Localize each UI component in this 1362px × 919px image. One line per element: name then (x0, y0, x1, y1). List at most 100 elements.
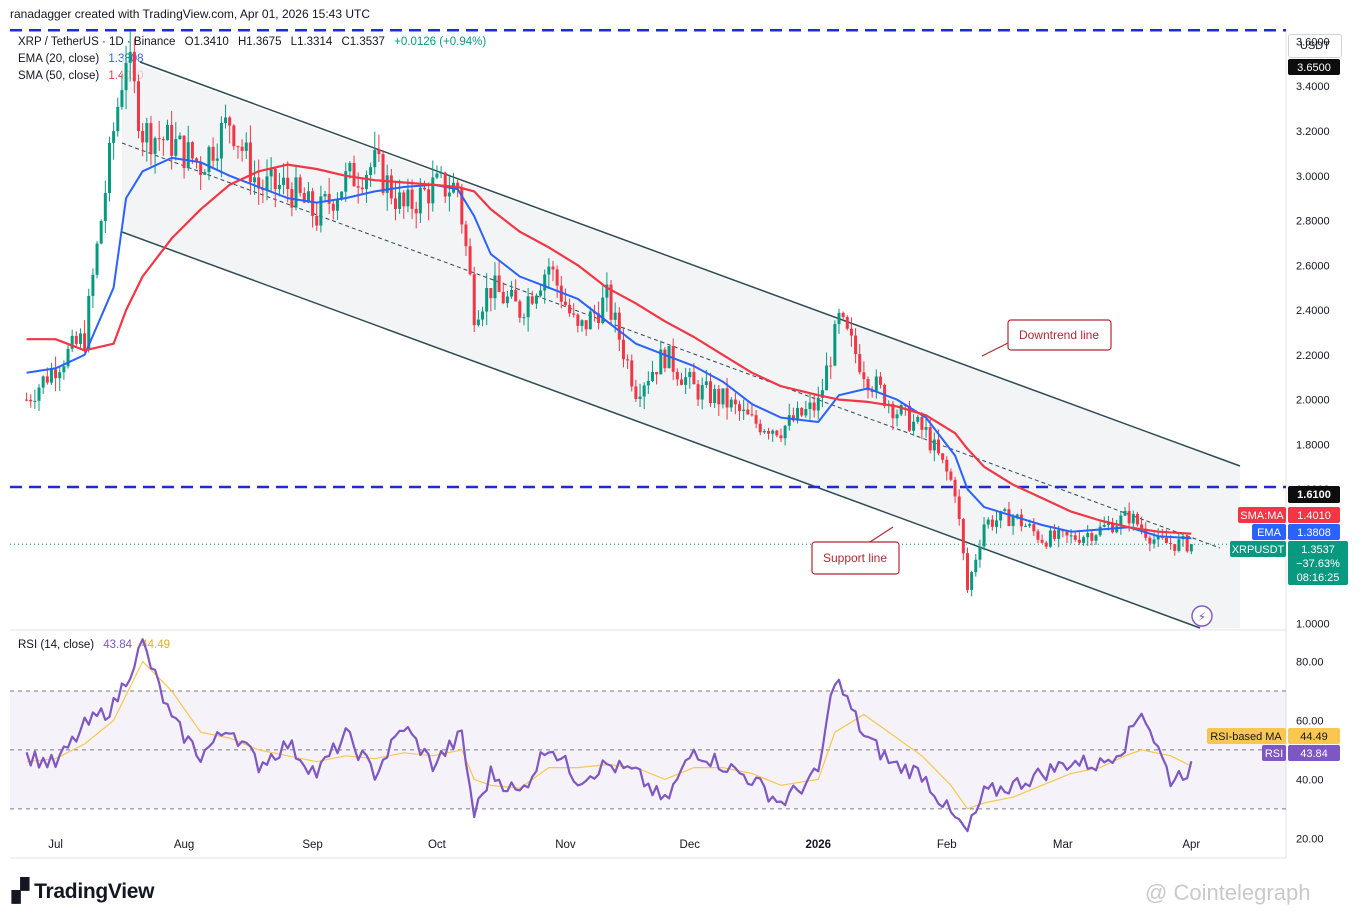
candle-body[interactable] (161, 139, 165, 141)
currency-selector[interactable]: USDT (1288, 34, 1342, 58)
candle-body[interactable] (1048, 530, 1052, 547)
candle-body[interactable] (597, 313, 601, 324)
candle-body[interactable] (377, 149, 381, 155)
candle-body[interactable] (1152, 539, 1156, 544)
candle-body[interactable] (360, 187, 364, 190)
candle-body[interactable] (456, 182, 460, 189)
candle-body[interactable] (120, 90, 124, 107)
candle-body[interactable] (1127, 510, 1131, 524)
candle-body[interactable] (1086, 533, 1090, 538)
candle-body[interactable] (738, 404, 742, 411)
candle-body[interactable] (928, 427, 932, 451)
candle-body[interactable] (1131, 513, 1135, 524)
candle-body[interactable] (476, 319, 480, 326)
candle-body[interactable] (924, 427, 928, 430)
candle-body[interactable] (837, 312, 841, 325)
candle-body[interactable] (323, 193, 327, 197)
candle-body[interactable] (493, 275, 497, 299)
candle-body[interactable] (385, 175, 389, 193)
candle-body[interactable] (257, 177, 261, 189)
candle-body[interactable] (224, 117, 228, 124)
candle-body[interactable] (820, 390, 824, 398)
candle-body[interactable] (277, 184, 281, 190)
candle-body[interactable] (700, 385, 704, 400)
candle-body[interactable] (522, 317, 526, 319)
candle-body[interactable] (845, 317, 849, 329)
candle-body[interactable] (207, 146, 211, 173)
candle-body[interactable] (617, 312, 621, 340)
candle-body[interactable] (775, 430, 779, 436)
candle-body[interactable] (866, 379, 870, 391)
candle-body[interactable] (601, 297, 605, 324)
candle-body[interactable] (414, 208, 418, 214)
candle-body[interactable] (650, 372, 654, 381)
candle-body[interactable] (870, 390, 874, 392)
candle-body[interactable] (912, 421, 916, 431)
candle-body[interactable] (423, 187, 426, 190)
candle-body[interactable] (107, 142, 111, 194)
candle-body[interactable] (584, 320, 588, 330)
candle-body[interactable] (136, 81, 140, 132)
candle-body[interactable] (356, 186, 360, 188)
candle-body[interactable] (497, 275, 501, 292)
candle-body[interactable] (219, 123, 223, 159)
candle-body[interactable] (1094, 535, 1098, 541)
candle-body[interactable] (1069, 535, 1073, 537)
candle-body[interactable] (1082, 537, 1086, 543)
candle-body[interactable] (1148, 537, 1152, 544)
candle-body[interactable] (742, 409, 746, 411)
symbol-name[interactable]: XRP / TetherUS · 1D · Binance (18, 36, 176, 48)
ema-line[interactable] (26, 156, 1192, 540)
candle-body[interactable] (331, 203, 335, 211)
candle-body[interactable] (945, 459, 949, 472)
candle-body[interactable] (1123, 510, 1127, 516)
candle-body[interactable] (1003, 509, 1007, 511)
candle-body[interactable] (895, 414, 899, 419)
candle-body[interactable] (1040, 539, 1044, 543)
candle-body[interactable] (269, 168, 273, 177)
candle-body[interactable] (1028, 524, 1032, 526)
candle-body[interactable] (1065, 531, 1069, 536)
candle-body[interactable] (1164, 537, 1168, 544)
candle-body[interactable] (833, 324, 837, 366)
candle-body[interactable] (568, 304, 572, 314)
sma-line[interactable] (26, 163, 1192, 535)
candle-body[interactable] (630, 360, 634, 387)
candle-body[interactable] (551, 266, 555, 270)
candle-body[interactable] (1156, 535, 1160, 540)
candle-body[interactable] (936, 439, 940, 454)
candle-body[interactable] (621, 339, 625, 360)
candle-body[interactable] (787, 415, 791, 426)
candle-body[interactable] (190, 142, 194, 159)
candle-body[interactable] (381, 154, 385, 193)
candle-body[interactable] (406, 189, 410, 207)
candle-body[interactable] (215, 158, 219, 161)
rsi-axis[interactable]: 20.00 40.00 60.00 80.00 (1296, 656, 1324, 845)
candle-body[interactable] (783, 425, 787, 439)
candle-body[interactable] (808, 402, 812, 409)
candle-body[interactable] (638, 396, 642, 399)
candle-body[interactable] (505, 296, 509, 304)
candle-body[interactable] (481, 311, 485, 320)
candle-body[interactable] (679, 379, 683, 385)
candle-body[interactable] (145, 123, 149, 143)
candle-body[interactable] (1189, 544, 1193, 552)
candle-body[interactable] (170, 124, 174, 156)
candle-body[interactable] (393, 198, 397, 209)
candle-body[interactable] (37, 387, 41, 401)
candle-body[interactable] (982, 524, 986, 547)
candle-body[interactable] (431, 177, 435, 204)
candle-body[interactable] (95, 243, 99, 275)
candle-body[interactable] (655, 372, 659, 375)
candle-body[interactable] (684, 377, 688, 385)
candle-body[interactable] (688, 371, 692, 378)
candle-body[interactable] (920, 416, 924, 430)
candle-body[interactable] (659, 349, 663, 375)
candle-body[interactable] (485, 288, 489, 312)
candle-body[interactable] (692, 371, 696, 385)
candle-body[interactable] (995, 520, 999, 527)
candle-body[interactable] (634, 386, 638, 399)
candle-body[interactable] (199, 161, 203, 175)
candle-body[interactable] (418, 187, 422, 214)
candle-body[interactable] (663, 349, 667, 369)
